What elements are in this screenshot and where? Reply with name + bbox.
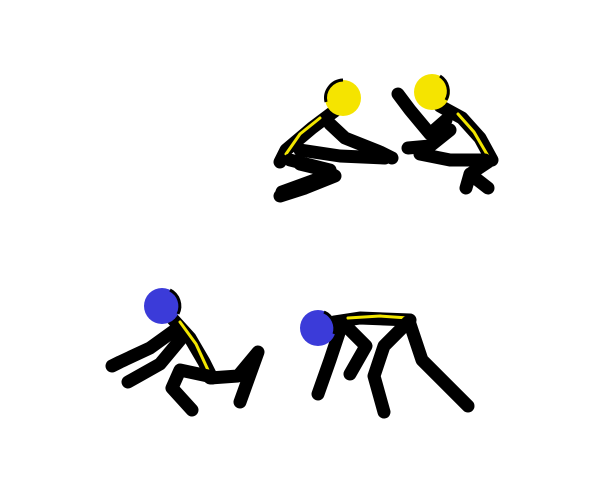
figure-1-leg-back bbox=[273, 157, 342, 203]
figure-1-head-outline bbox=[324, 78, 344, 103]
figure-1-stripe bbox=[284, 116, 322, 156]
figure-4-head bbox=[300, 310, 336, 346]
figure-1-arm-2 bbox=[293, 143, 392, 165]
figure-4-stripe bbox=[346, 314, 410, 320]
figure-2-head-outline bbox=[439, 74, 450, 101]
figure-4-leg-back bbox=[403, 317, 475, 413]
figure-2-stripe bbox=[456, 112, 490, 158]
figure-1-torso bbox=[273, 103, 343, 169]
figure-3-head bbox=[144, 288, 180, 324]
figure-2-leg-front bbox=[413, 147, 492, 167]
stick-figure-yellow-crouching-left bbox=[273, 78, 399, 203]
figure-3-leg-right bbox=[203, 345, 265, 409]
figure-4-arm-back bbox=[343, 323, 373, 381]
figure-3-head-outline bbox=[169, 288, 182, 315]
figure-2-arm-forward bbox=[401, 123, 457, 155]
figure-3-arm-back bbox=[105, 323, 182, 373]
figure-2-arm-raised bbox=[391, 87, 453, 141]
stick-figure-yellow-crouching-right bbox=[391, 74, 499, 195]
figure-2-leg-back bbox=[459, 155, 495, 195]
figure-4-arm-front bbox=[311, 323, 347, 401]
figure-1-head bbox=[325, 80, 361, 116]
stick-figure-blue-bent-over bbox=[300, 310, 475, 419]
figure-2-head bbox=[414, 74, 450, 110]
figure-4-head-outline bbox=[323, 310, 337, 335]
figure-3-stripe bbox=[178, 320, 210, 372]
figure-3-arm-side bbox=[121, 333, 187, 389]
figure-4-leg-front bbox=[367, 315, 415, 419]
figure-3-leg-left bbox=[165, 363, 215, 417]
stick-figure-blue-squatting bbox=[105, 288, 265, 417]
